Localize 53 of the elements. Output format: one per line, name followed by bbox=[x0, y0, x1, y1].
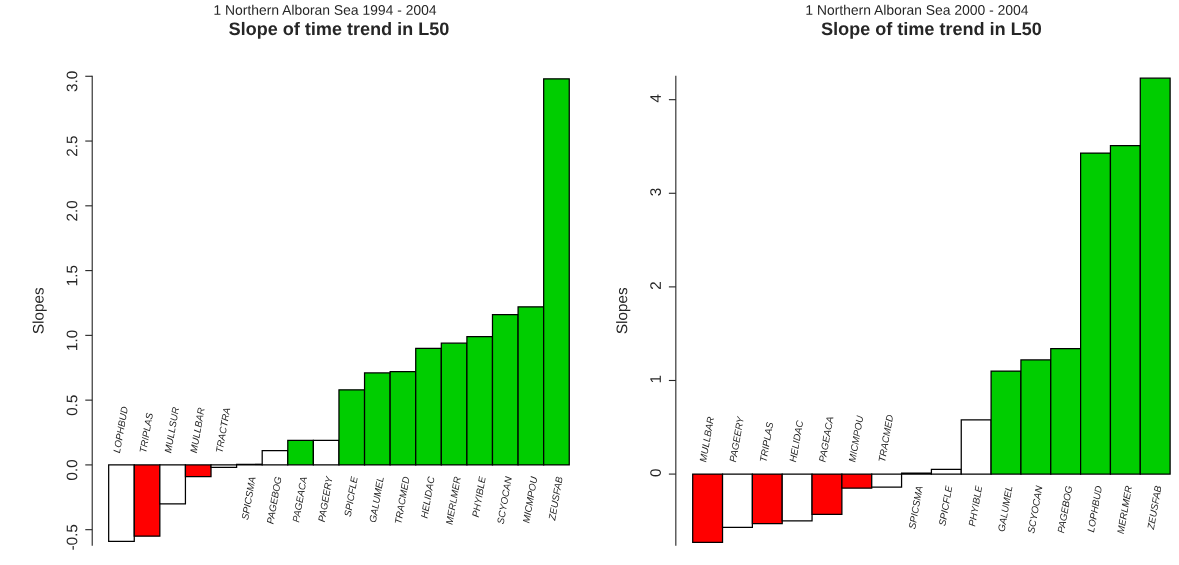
x-tick-label: SPICFLE bbox=[344, 475, 358, 517]
x-tick-label: PHYIBLE bbox=[472, 475, 486, 518]
y-tick-label: 2.0 bbox=[66, 200, 78, 221]
x-tick-label: PAGEERY bbox=[729, 415, 745, 463]
x-tick-label: LOPHBUD bbox=[113, 406, 129, 454]
x-tick-label: SCYOCAN bbox=[1027, 485, 1043, 534]
y-tick-label: 2.5 bbox=[66, 136, 78, 156]
x-tick-label: GALUMEL bbox=[997, 485, 1013, 532]
y-tick-label: 1.0 bbox=[66, 330, 78, 350]
x-tick-label: HELIDAC bbox=[789, 419, 804, 463]
y-tick-label: 0 bbox=[650, 469, 661, 477]
y-axis-title: Slopes bbox=[616, 287, 631, 334]
x-tick-label: PAGEBOG bbox=[266, 476, 282, 525]
y-tick-label: 3 bbox=[650, 188, 661, 196]
y-tick-label: 1 bbox=[650, 375, 661, 383]
y-tick-label: 1.5 bbox=[66, 265, 78, 286]
x-tick-label: MICMPOU bbox=[522, 476, 538, 524]
x-tick-label: PHYIBLE bbox=[968, 485, 983, 527]
y-tick-label: 3.0 bbox=[66, 71, 78, 92]
y-axis-title: Slopes bbox=[32, 287, 47, 334]
y-tick-label: 4 bbox=[650, 94, 661, 103]
x-tick-label: GALUMEL bbox=[369, 476, 384, 523]
y-tick-label: -0.5 bbox=[66, 524, 78, 550]
chart-title: Slope of time trend in L50 bbox=[229, 21, 449, 39]
x-tick-label: SPICSMA bbox=[241, 476, 256, 521]
x-tick-label: ZEUSFAB bbox=[548, 476, 563, 521]
y-tick-label: 2 bbox=[650, 282, 661, 290]
x-tick-label: MICMPOU bbox=[848, 415, 864, 463]
x-tick-label: PAGEACA bbox=[818, 416, 834, 463]
x-tick-label: MULLSUR bbox=[164, 406, 180, 454]
x-tick-label: SCYOCAN bbox=[496, 476, 513, 525]
x-tick-label: MULLBAR bbox=[190, 407, 205, 454]
x-tick-label: MERLMER bbox=[1117, 485, 1133, 534]
x-tick-label: TRACMED bbox=[394, 476, 410, 524]
x-tick-label: MULLBAR bbox=[699, 416, 715, 463]
x-tick-label: TRIPLAS bbox=[139, 412, 154, 453]
y-tick-label: 0.0 bbox=[66, 459, 78, 481]
x-tick-label: SPICSMA bbox=[908, 485, 923, 530]
x-tick-label: TRACMED bbox=[878, 414, 894, 462]
x-tick-label: MERLMER bbox=[445, 476, 461, 525]
x-tick-label: PAGEBOG bbox=[1057, 485, 1073, 534]
x-tick-label: TRIPLAS bbox=[759, 421, 774, 462]
chart-subtitle: 1 Northern Alboran Sea 1994 - 2004 bbox=[214, 4, 437, 15]
x-tick-label: ZEUSFAB bbox=[1147, 485, 1162, 531]
x-tick-label: LOPHBUD bbox=[1087, 485, 1103, 533]
x-tick-label: TRACTRA bbox=[215, 407, 231, 453]
x-tick-label: HELIDAC bbox=[420, 476, 435, 519]
chart-title: Slope of time trend in L50 bbox=[821, 21, 1042, 39]
x-tick-label: PAGEACA bbox=[292, 476, 308, 523]
y-tick-label: 0.5 bbox=[66, 395, 78, 416]
x-tick-label: PAGEERY bbox=[318, 475, 333, 523]
chart-subtitle: 1 Northern Alboran Sea 2000 - 2004 bbox=[806, 4, 1029, 15]
x-tick-label: SPICFLE bbox=[938, 485, 953, 527]
